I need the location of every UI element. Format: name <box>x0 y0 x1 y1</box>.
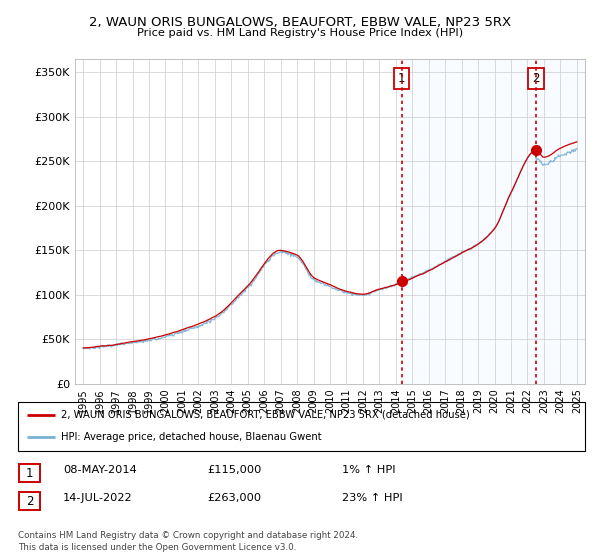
FancyBboxPatch shape <box>19 492 40 510</box>
Text: 08-MAY-2014: 08-MAY-2014 <box>63 465 137 475</box>
Text: 23% ↑ HPI: 23% ↑ HPI <box>342 493 403 503</box>
Text: 2: 2 <box>533 72 540 85</box>
Text: 14-JUL-2022: 14-JUL-2022 <box>63 493 133 503</box>
Text: Price paid vs. HM Land Registry's House Price Index (HPI): Price paid vs. HM Land Registry's House … <box>137 28 463 38</box>
Bar <box>401 59 585 384</box>
Text: £115,000: £115,000 <box>207 465 262 475</box>
Text: 2, WAUN ORIS BUNGALOWS, BEAUFORT, EBBW VALE, NP23 5RX (detached house): 2, WAUN ORIS BUNGALOWS, BEAUFORT, EBBW V… <box>61 410 469 420</box>
Text: Contains HM Land Registry data © Crown copyright and database right 2024.
This d: Contains HM Land Registry data © Crown c… <box>18 531 358 552</box>
Text: 2, WAUN ORIS BUNGALOWS, BEAUFORT, EBBW VALE, NP23 5RX: 2, WAUN ORIS BUNGALOWS, BEAUFORT, EBBW V… <box>89 16 511 29</box>
Text: HPI: Average price, detached house, Blaenau Gwent: HPI: Average price, detached house, Blae… <box>61 432 321 442</box>
FancyBboxPatch shape <box>19 464 40 482</box>
Text: 1% ↑ HPI: 1% ↑ HPI <box>342 465 395 475</box>
Text: £263,000: £263,000 <box>207 493 261 503</box>
Text: 2: 2 <box>26 494 33 508</box>
Text: 1: 1 <box>398 72 406 85</box>
Text: 1: 1 <box>26 466 33 480</box>
